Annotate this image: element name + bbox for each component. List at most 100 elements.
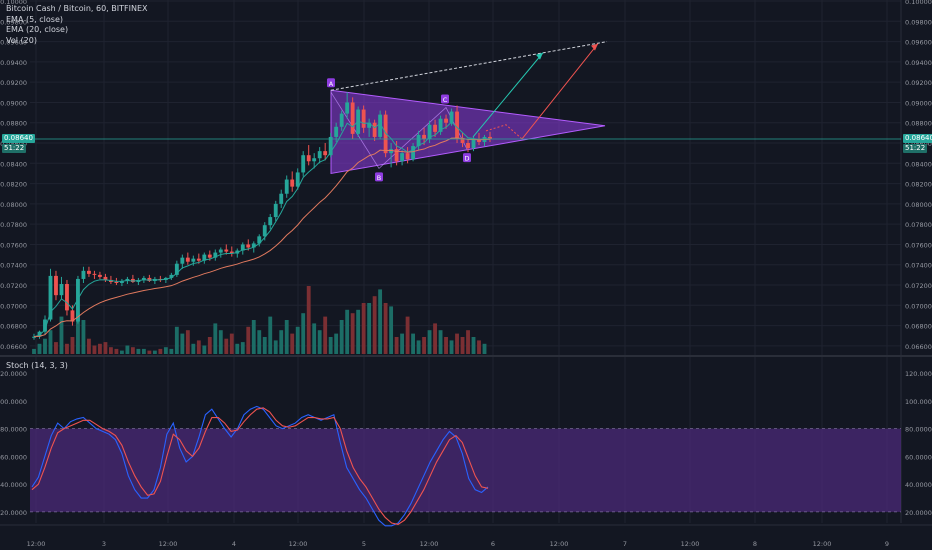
- volume-bar: [98, 343, 102, 354]
- candle-body: [180, 257, 185, 264]
- stoch-tick-right: 20.0000: [905, 509, 932, 517]
- volume-bar: [92, 345, 97, 354]
- y-tick-left: 0.07400: [0, 262, 27, 270]
- y-tick-left: 0.08200: [0, 181, 27, 189]
- candle-body: [207, 254, 212, 258]
- stoch-tick-left: 40.0000: [0, 481, 27, 489]
- x-tick: 6: [491, 540, 495, 548]
- candle-body: [48, 275, 53, 320]
- volume-bar: [130, 347, 135, 354]
- volume-bar: [136, 348, 141, 354]
- red-dashed-path: [485, 124, 523, 140]
- stoch-legend[interactable]: Stoch (14, 3, 3): [6, 361, 68, 370]
- x-tick: 12:00: [159, 540, 178, 548]
- candle-body: [345, 102, 350, 114]
- volume-bar: [119, 350, 124, 354]
- stoch-band: [30, 428, 901, 512]
- abcd-label: B: [377, 174, 381, 182]
- y-tick-right: 0.09200: [905, 79, 932, 87]
- y-tick-right: 0.06600: [905, 343, 932, 351]
- ema5-label[interactable]: EMA (5, close): [6, 14, 63, 24]
- candle-body: [444, 118, 448, 123]
- y-tick-right: 0.07000: [905, 302, 932, 310]
- x-tick: 12:00: [813, 540, 832, 548]
- volume-bar: [32, 348, 36, 354]
- candle-body: [477, 139, 481, 143]
- candle-body: [328, 136, 333, 156]
- abcd-label: C: [443, 96, 448, 104]
- candle-body: [224, 249, 229, 252]
- volume-label[interactable]: Vol (20): [6, 35, 37, 45]
- x-tick: 12:00: [27, 540, 46, 548]
- volume-bar: [405, 316, 410, 354]
- candle-body: [273, 203, 278, 218]
- volume-bar: [444, 337, 448, 354]
- volume-bar: [449, 340, 454, 354]
- volume-bar: [43, 338, 47, 354]
- volume-bar: [416, 340, 421, 354]
- volume-bar: [114, 348, 119, 354]
- candle-body: [87, 270, 91, 274]
- x-tick: 7: [623, 540, 627, 548]
- symbol-title[interactable]: Bitcoin Cash / Bitcoin, 60, BITFINEX: [6, 4, 148, 13]
- candle-body: [279, 193, 284, 204]
- volume-bar: [207, 337, 212, 354]
- ema20-label[interactable]: EMA (20, close): [6, 25, 69, 34]
- volume-bar: [257, 330, 262, 354]
- candle-body: [268, 217, 273, 226]
- x-tick: 3: [102, 540, 106, 548]
- stoch-tick-left: 20.0000: [0, 509, 27, 517]
- candle-body: [251, 243, 256, 248]
- red-projection-arrow: [521, 43, 599, 140]
- y-tick-left: 0.09600: [0, 39, 27, 47]
- y-tick-right: 0.09600: [905, 39, 932, 47]
- candle-body: [169, 274, 174, 278]
- x-tick: 9: [885, 540, 889, 548]
- volume-bar: [81, 320, 86, 354]
- volume-bar: [471, 337, 476, 354]
- y-tick-right: 0.10000: [905, 0, 932, 6]
- candle-body: [427, 124, 432, 139]
- y-tick-left: 0.07600: [0, 241, 27, 249]
- volume-bar: [158, 348, 163, 354]
- x-tick: 12:00: [550, 540, 569, 548]
- volume-bar: [125, 345, 130, 354]
- volume-bar: [482, 343, 487, 354]
- volume-bar: [378, 289, 383, 354]
- candle-body: [295, 172, 300, 187]
- volume-bar: [438, 330, 443, 354]
- y-tick-left: 0.08400: [0, 160, 27, 168]
- candle-body: [141, 277, 146, 280]
- abcd-label: A: [329, 80, 334, 88]
- volume-bar: [108, 347, 113, 354]
- candle-body: [114, 281, 119, 283]
- candle-body: [147, 277, 152, 281]
- volume-bar: [147, 350, 152, 354]
- volume-bar: [141, 348, 146, 354]
- y-tick-left: 0.09400: [0, 59, 27, 67]
- stoch-d-line: [31, 407, 489, 525]
- volume-bar: [279, 330, 284, 354]
- upper-trendline: [330, 41, 608, 91]
- candle-body: [37, 331, 42, 337]
- y-tick-left: 0.07800: [0, 221, 27, 229]
- y-tick-left: 0.10000: [0, 0, 27, 6]
- volume-bar: [37, 343, 42, 354]
- volume-bar: [70, 337, 75, 354]
- candle-body: [394, 149, 399, 162]
- volume-bar: [411, 333, 416, 354]
- volume-bar: [213, 323, 218, 354]
- abcd-label: D: [464, 155, 469, 163]
- volume-bar: [54, 342, 58, 354]
- volume-bar: [306, 286, 311, 354]
- volume-bar: [229, 333, 234, 354]
- candle-body: [323, 151, 328, 156]
- abcd-marker: [441, 94, 449, 104]
- candle-body: [466, 143, 470, 149]
- candle-body: [103, 276, 108, 280]
- volume-bar: [400, 333, 405, 354]
- volume-bar: [76, 313, 80, 354]
- candle-body: [334, 126, 339, 137]
- candle-body: [317, 151, 322, 159]
